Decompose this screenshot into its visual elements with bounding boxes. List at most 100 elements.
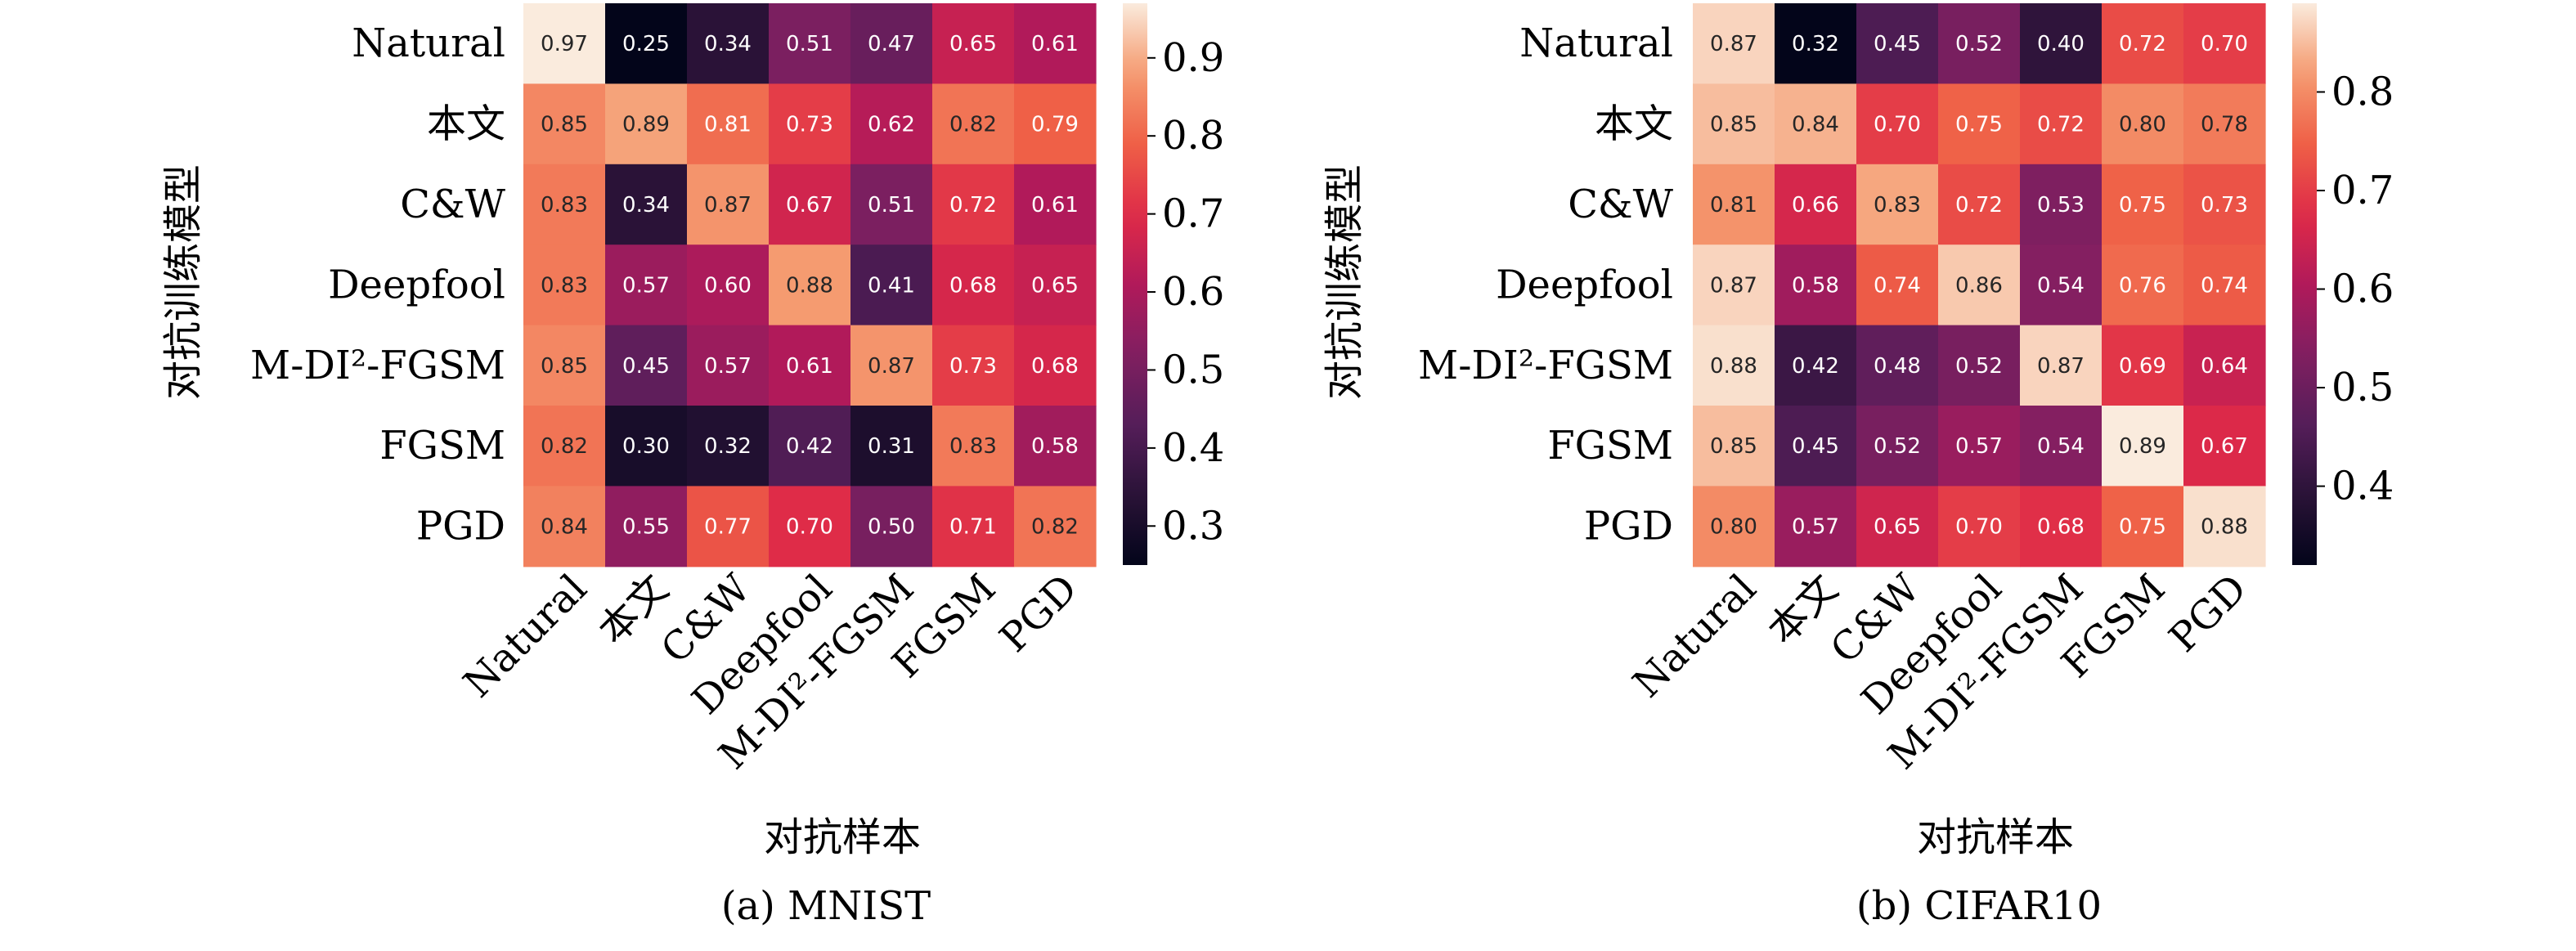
cell-value-label: 0.89 — [2119, 434, 2166, 459]
colorbar-tick-label: 0.6 — [1162, 269, 1224, 315]
heatmap-cell — [605, 486, 688, 567]
cell-value-label: 0.80 — [1710, 515, 1757, 540]
cell-value-label: 0.77 — [704, 515, 752, 540]
heatmap-cell — [2020, 83, 2103, 165]
cell-value-label: 0.70 — [2201, 32, 2248, 56]
colorbar — [2292, 3, 2317, 565]
cell-value-label: 0.45 — [622, 354, 670, 379]
heatmap-cell — [1856, 244, 1939, 326]
heatmap-cell — [1938, 3, 2021, 84]
heatmap-cell — [1775, 3, 1857, 84]
cell-value-label: 0.70 — [1874, 113, 1921, 137]
heatmap-cell — [1693, 406, 1775, 487]
heatmap-cell — [687, 3, 770, 84]
heatmap-cell — [2102, 406, 2184, 487]
colorbar-tick-label: 0.8 — [2331, 69, 2394, 114]
cell-value-label: 0.58 — [1792, 273, 1839, 298]
colorbar-tick-label: 0.4 — [2331, 464, 2394, 509]
cell-value-label: 0.72 — [2037, 113, 2085, 137]
heatmap-cell — [1693, 244, 1775, 326]
row-tick-label: PGD — [416, 504, 505, 550]
heatmap-cell — [2183, 325, 2266, 406]
heatmap-cell — [1856, 83, 1939, 165]
cell-value-label: 0.70 — [1955, 515, 2003, 540]
heatmap-cell — [687, 164, 770, 245]
heatmap-cell — [2020, 3, 2103, 84]
heatmap-cell — [2183, 486, 2266, 567]
cell-value-label: 0.73 — [2201, 193, 2248, 218]
row-tick-label: Natural — [352, 20, 505, 66]
cell-value-label: 0.71 — [949, 515, 997, 540]
cell-value-label: 0.48 — [1874, 354, 1921, 379]
colorbar-tick-label: 0.5 — [2331, 365, 2394, 410]
colorbar-tick-label: 0.6 — [2331, 267, 2394, 312]
cell-value-label: 0.82 — [949, 113, 997, 137]
colorbar-tick-label: 0.7 — [2331, 168, 2394, 213]
cell-value-label: 0.32 — [704, 434, 752, 459]
heatmap-cell — [2020, 406, 2103, 487]
heatmap-cell — [605, 164, 688, 245]
cell-value-label: 0.69 — [2119, 354, 2166, 379]
colorbar-tick-label: 0.7 — [1162, 191, 1224, 237]
cell-value-label: 0.75 — [1955, 113, 2003, 137]
heatmap-cell — [850, 164, 933, 245]
cell-value-label: 0.53 — [2037, 193, 2085, 218]
heatmap-cell — [605, 83, 688, 165]
cell-value-label: 0.72 — [949, 193, 997, 218]
cell-value-label: 0.67 — [786, 193, 833, 218]
cell-value-label: 0.68 — [1031, 354, 1079, 379]
heatmap-cell — [2020, 164, 2103, 245]
panel-caption: (b) CIFAR10 — [1856, 883, 2102, 929]
cell-value-label: 0.87 — [868, 354, 915, 379]
cell-value-label: 0.52 — [1955, 354, 2003, 379]
cell-value-label: 0.66 — [1792, 193, 1839, 218]
heatmap-cell — [1014, 406, 1097, 487]
heatmap-cell — [1014, 244, 1097, 326]
heatmap-cell — [1938, 325, 2021, 406]
row-tick-label: Deepfool — [328, 262, 505, 307]
cell-value-label: 0.87 — [1710, 32, 1757, 56]
cell-value-label: 0.73 — [949, 354, 997, 379]
heatmap-cell — [1856, 325, 1939, 406]
colorbar — [1123, 3, 1147, 565]
heatmap-cell — [2102, 3, 2184, 84]
cell-value-label: 0.78 — [2201, 113, 2248, 137]
heatmap-cell — [2102, 83, 2184, 165]
cell-value-label: 0.61 — [1031, 32, 1079, 56]
cell-value-label: 0.42 — [1792, 354, 1839, 379]
heatmap-cell — [523, 325, 606, 406]
heatmap-cell — [687, 325, 770, 406]
heatmap-cell — [1693, 486, 1775, 567]
cell-value-label: 0.47 — [868, 32, 915, 56]
colorbar-tick-label: 0.3 — [1162, 503, 1224, 549]
cell-value-label: 0.68 — [949, 273, 997, 298]
cell-value-label: 0.41 — [868, 273, 915, 298]
cell-value-label: 0.51 — [868, 193, 915, 218]
heatmap-cell — [523, 83, 606, 165]
cell-value-label: 0.51 — [786, 32, 833, 56]
heatmap-cell — [523, 486, 606, 567]
cell-value-label: 0.65 — [949, 32, 997, 56]
heatmap-cell — [1775, 486, 1857, 567]
heatmap-cell — [605, 244, 688, 326]
row-tick-label: M-DI²-FGSM — [1418, 343, 1673, 388]
heatmap-cell — [2183, 244, 2266, 326]
heatmap-cell — [523, 3, 606, 84]
heatmap-cell — [850, 325, 933, 406]
cell-value-label: 0.88 — [786, 273, 833, 298]
heatmap-cell — [605, 3, 688, 84]
row-tick-label: 本文 — [427, 101, 505, 147]
cell-value-label: 0.72 — [1955, 193, 2003, 218]
cell-value-label: 0.82 — [541, 434, 588, 459]
heatmap-cell — [932, 3, 1015, 84]
heatmap-cell — [1693, 164, 1775, 245]
y-axis-label: 对抗训练模型 — [160, 164, 206, 400]
heatmap-cell — [769, 3, 851, 84]
cell-value-label: 0.65 — [1031, 273, 1079, 298]
cell-value-label: 0.75 — [2119, 193, 2166, 218]
cell-value-label: 0.57 — [704, 354, 752, 379]
column-tick-label: PGD — [2161, 566, 2256, 662]
cell-value-label: 0.74 — [2201, 273, 2248, 298]
heatmap-cell — [1938, 244, 2021, 326]
